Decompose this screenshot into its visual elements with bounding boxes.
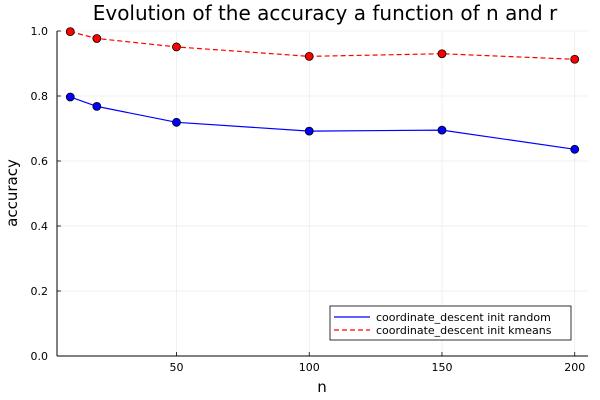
data-point-1-1	[92, 34, 102, 43]
y-tick-label: 0.4	[31, 220, 49, 233]
x-tick-label: 50	[169, 361, 183, 374]
y-tick-label: 0.2	[31, 285, 49, 298]
x-tick-label: 150	[431, 361, 452, 374]
data-point-0-3	[304, 126, 314, 136]
data-point-0-5	[570, 144, 580, 154]
y-tick-label: 1.0	[31, 25, 49, 38]
data-point-1-0	[65, 27, 75, 37]
data-point-1-2	[172, 42, 181, 52]
y-tick-label: 0.6	[31, 155, 49, 168]
y-ticks: 0.0 0.2 0.4 0.6 0.8 1.0	[31, 25, 61, 363]
data-point-1-3	[304, 51, 314, 61]
chart-title: Evolution of the accuracy a function of …	[93, 1, 558, 25]
y-axis-label: accuracy	[3, 159, 21, 227]
data-point-0-2	[172, 117, 181, 127]
y-tick-label: 0.8	[31, 90, 49, 103]
data-point-0-1	[92, 102, 102, 111]
data-point-0-4	[437, 125, 447, 135]
series-line-0	[70, 96, 575, 150]
data-point-1-4	[437, 49, 447, 59]
data-point-0-0	[65, 92, 75, 102]
legend-box	[329, 305, 572, 341]
x-tick-label: 200	[564, 361, 585, 374]
x-axis-label: n	[317, 378, 327, 396]
series	[65, 27, 580, 154]
legend-label-kmeans: coordinate_descent init kmeans	[376, 324, 552, 337]
data-point-1-5	[570, 54, 580, 64]
series-line-1	[70, 31, 575, 60]
x-ticks: 50 100 150 200	[169, 352, 585, 374]
legend: coordinate_descent init random coordinat…	[329, 305, 572, 341]
legend-label-random: coordinate_descent init random	[376, 311, 551, 324]
axes	[56, 31, 588, 357]
x-tick-label: 100	[299, 361, 320, 374]
y-tick-label: 0.0	[31, 350, 49, 363]
